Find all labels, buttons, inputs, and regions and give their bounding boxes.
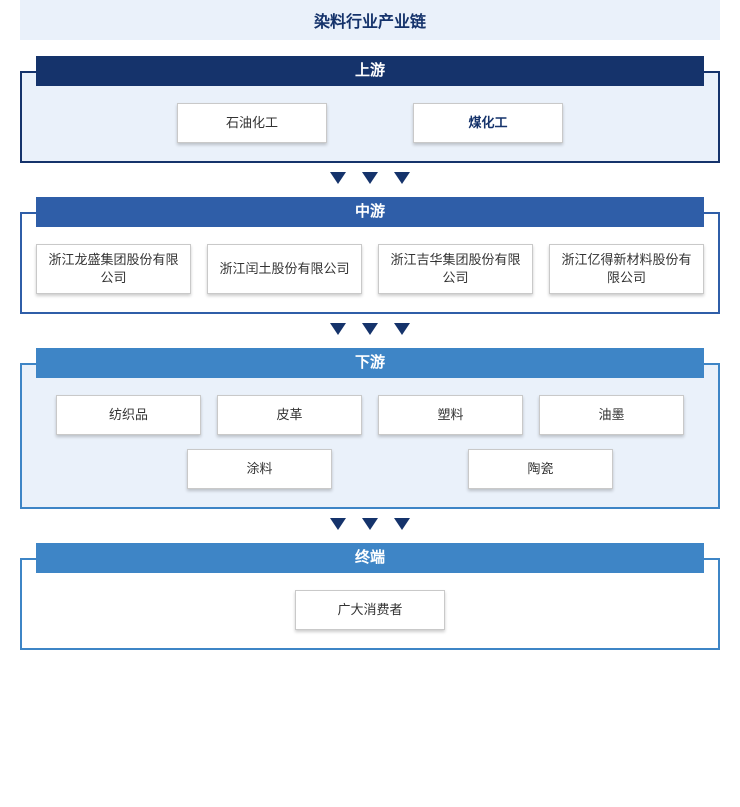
upstream-node: 煤化工 <box>413 103 563 143</box>
section-midstream-header: 中游 <box>36 197 704 227</box>
downstream-node: 涂料 <box>187 449 332 489</box>
arrow-row-1 <box>0 171 740 187</box>
section-downstream-body: 纺织品 皮革 塑料 油墨 涂料 陶瓷 <box>20 363 720 509</box>
down-arrow-icon <box>394 323 410 335</box>
down-arrow-icon <box>362 323 378 335</box>
upstream-node: 石油化工 <box>177 103 327 143</box>
terminal-node: 广大消费者 <box>295 590 445 630</box>
midstream-node: 浙江闰土股份有限公司 <box>207 244 362 294</box>
midstream-node: 浙江龙盛集团股份有限公司 <box>36 244 191 294</box>
down-arrow-icon <box>330 323 346 335</box>
down-arrow-icon <box>330 518 346 530</box>
section-downstream-header: 下游 <box>36 348 704 378</box>
arrow-row-2 <box>0 322 740 338</box>
section-terminal: 终端 广大消费者 <box>20 543 720 650</box>
diagram-title: 染料行业产业链 <box>314 14 426 31</box>
midstream-node: 浙江吉华集团股份有限公司 <box>378 244 533 294</box>
section-midstream-body: 浙江龙盛集团股份有限公司 浙江闰土股份有限公司 浙江吉华集团股份有限公司 浙江亿… <box>20 212 720 314</box>
arrow-row-3 <box>0 517 740 533</box>
downstream-node: 陶瓷 <box>468 449 613 489</box>
downstream-node: 纺织品 <box>56 395 201 435</box>
midstream-node: 浙江亿得新材料股份有限公司 <box>549 244 704 294</box>
down-arrow-icon <box>330 172 346 184</box>
section-upstream-header: 上游 <box>36 56 704 86</box>
down-arrow-icon <box>362 172 378 184</box>
section-terminal-header: 终端 <box>36 543 704 573</box>
downstream-node: 皮革 <box>217 395 362 435</box>
downstream-node: 塑料 <box>378 395 523 435</box>
downstream-node: 油墨 <box>539 395 684 435</box>
down-arrow-icon <box>394 518 410 530</box>
section-downstream: 下游 纺织品 皮革 塑料 油墨 涂料 陶瓷 <box>20 348 720 509</box>
section-upstream: 上游 石油化工 煤化工 <box>20 56 720 163</box>
down-arrow-icon <box>362 518 378 530</box>
section-midstream: 中游 浙江龙盛集团股份有限公司 浙江闰土股份有限公司 浙江吉华集团股份有限公司 … <box>20 197 720 314</box>
diagram-title-bar: 染料行业产业链 <box>20 0 720 40</box>
down-arrow-icon <box>394 172 410 184</box>
